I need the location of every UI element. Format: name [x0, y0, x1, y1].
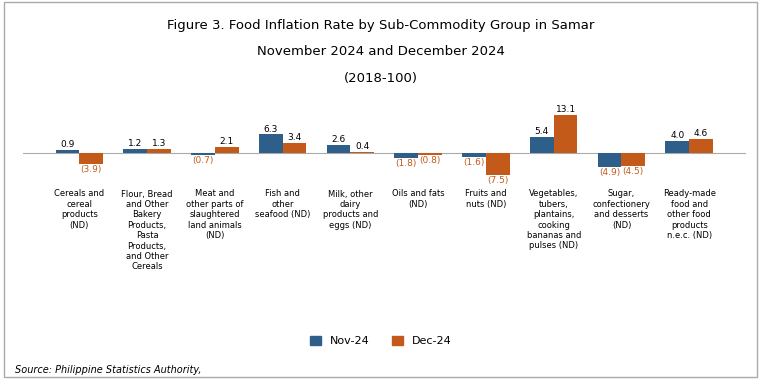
Text: (0.7): (0.7): [193, 156, 214, 165]
Text: Sugar,
confectionery
and desserts
(ND): Sugar, confectionery and desserts (ND): [593, 190, 651, 230]
Text: (7.5): (7.5): [487, 175, 508, 185]
Text: Oils and fats
(ND): Oils and fats (ND): [392, 190, 444, 209]
Text: Vegetables,
tubers,
plantains,
cooking
bananas and
pulses (ND): Vegetables, tubers, plantains, cooking b…: [527, 190, 581, 251]
Bar: [259, 135, 282, 153]
Text: Source: Philippine Statistics Authority,: Source: Philippine Statistics Authority,: [15, 365, 202, 375]
Bar: [665, 141, 689, 153]
Text: 0.4: 0.4: [355, 142, 369, 151]
Text: 3.4: 3.4: [288, 133, 301, 142]
Bar: [123, 149, 147, 153]
Bar: [282, 143, 307, 153]
Bar: [419, 153, 442, 155]
Text: (3.9): (3.9): [81, 165, 102, 174]
Text: 0.9: 0.9: [60, 140, 75, 149]
Bar: [554, 114, 578, 153]
Text: Fish and
other
seafood (ND): Fish and other seafood (ND): [255, 190, 310, 219]
Text: (1.8): (1.8): [396, 159, 417, 168]
Bar: [622, 153, 645, 166]
Text: Figure 3. Food Inflation Rate by Sub-Commodity Group in Samar: Figure 3. Food Inflation Rate by Sub-Com…: [167, 19, 594, 32]
Bar: [530, 137, 554, 153]
Bar: [79, 153, 103, 164]
Text: (4.5): (4.5): [622, 167, 644, 176]
Text: 4.6: 4.6: [694, 130, 708, 138]
Bar: [394, 153, 419, 158]
Bar: [486, 153, 510, 175]
Bar: [191, 153, 215, 155]
Text: (2018-100): (2018-100): [343, 72, 418, 85]
Bar: [215, 147, 239, 153]
Text: Fruits and
nuts (ND): Fruits and nuts (ND): [465, 190, 507, 209]
Text: 6.3: 6.3: [263, 125, 278, 133]
Text: November 2024 and December 2024: November 2024 and December 2024: [256, 45, 505, 58]
Text: Meat and
other parts of
slaughtered
land animals
(ND): Meat and other parts of slaughtered land…: [186, 190, 244, 240]
Bar: [597, 153, 622, 167]
Text: Flour, Bread
and Other
Bakery
Products,
Pasta
Products,
and Other
Cereals: Flour, Bread and Other Bakery Products, …: [122, 190, 173, 271]
Bar: [350, 152, 374, 153]
Text: Ready-made
food and
other food
products
n.e.c. (ND): Ready-made food and other food products …: [663, 190, 715, 240]
Bar: [689, 139, 713, 153]
Text: 5.4: 5.4: [535, 127, 549, 136]
Text: 2.6: 2.6: [332, 135, 345, 144]
Bar: [462, 153, 486, 157]
Legend: Nov-24, Dec-24: Nov-24, Dec-24: [305, 332, 456, 351]
Text: (0.8): (0.8): [419, 156, 441, 165]
Bar: [56, 150, 79, 153]
Text: (1.6): (1.6): [463, 158, 485, 167]
Bar: [147, 149, 171, 153]
Text: 4.0: 4.0: [670, 131, 684, 140]
Text: Cereals and
cereal
products
(ND): Cereals and cereal products (ND): [54, 190, 104, 230]
Bar: [326, 145, 350, 153]
Text: 13.1: 13.1: [556, 105, 575, 114]
Text: 2.1: 2.1: [220, 137, 234, 146]
Text: (4.9): (4.9): [599, 168, 620, 177]
Text: 1.2: 1.2: [128, 139, 142, 149]
Text: 1.3: 1.3: [152, 139, 166, 148]
Text: Milk, other
dairy
products and
eggs (ND): Milk, other dairy products and eggs (ND): [323, 190, 378, 230]
